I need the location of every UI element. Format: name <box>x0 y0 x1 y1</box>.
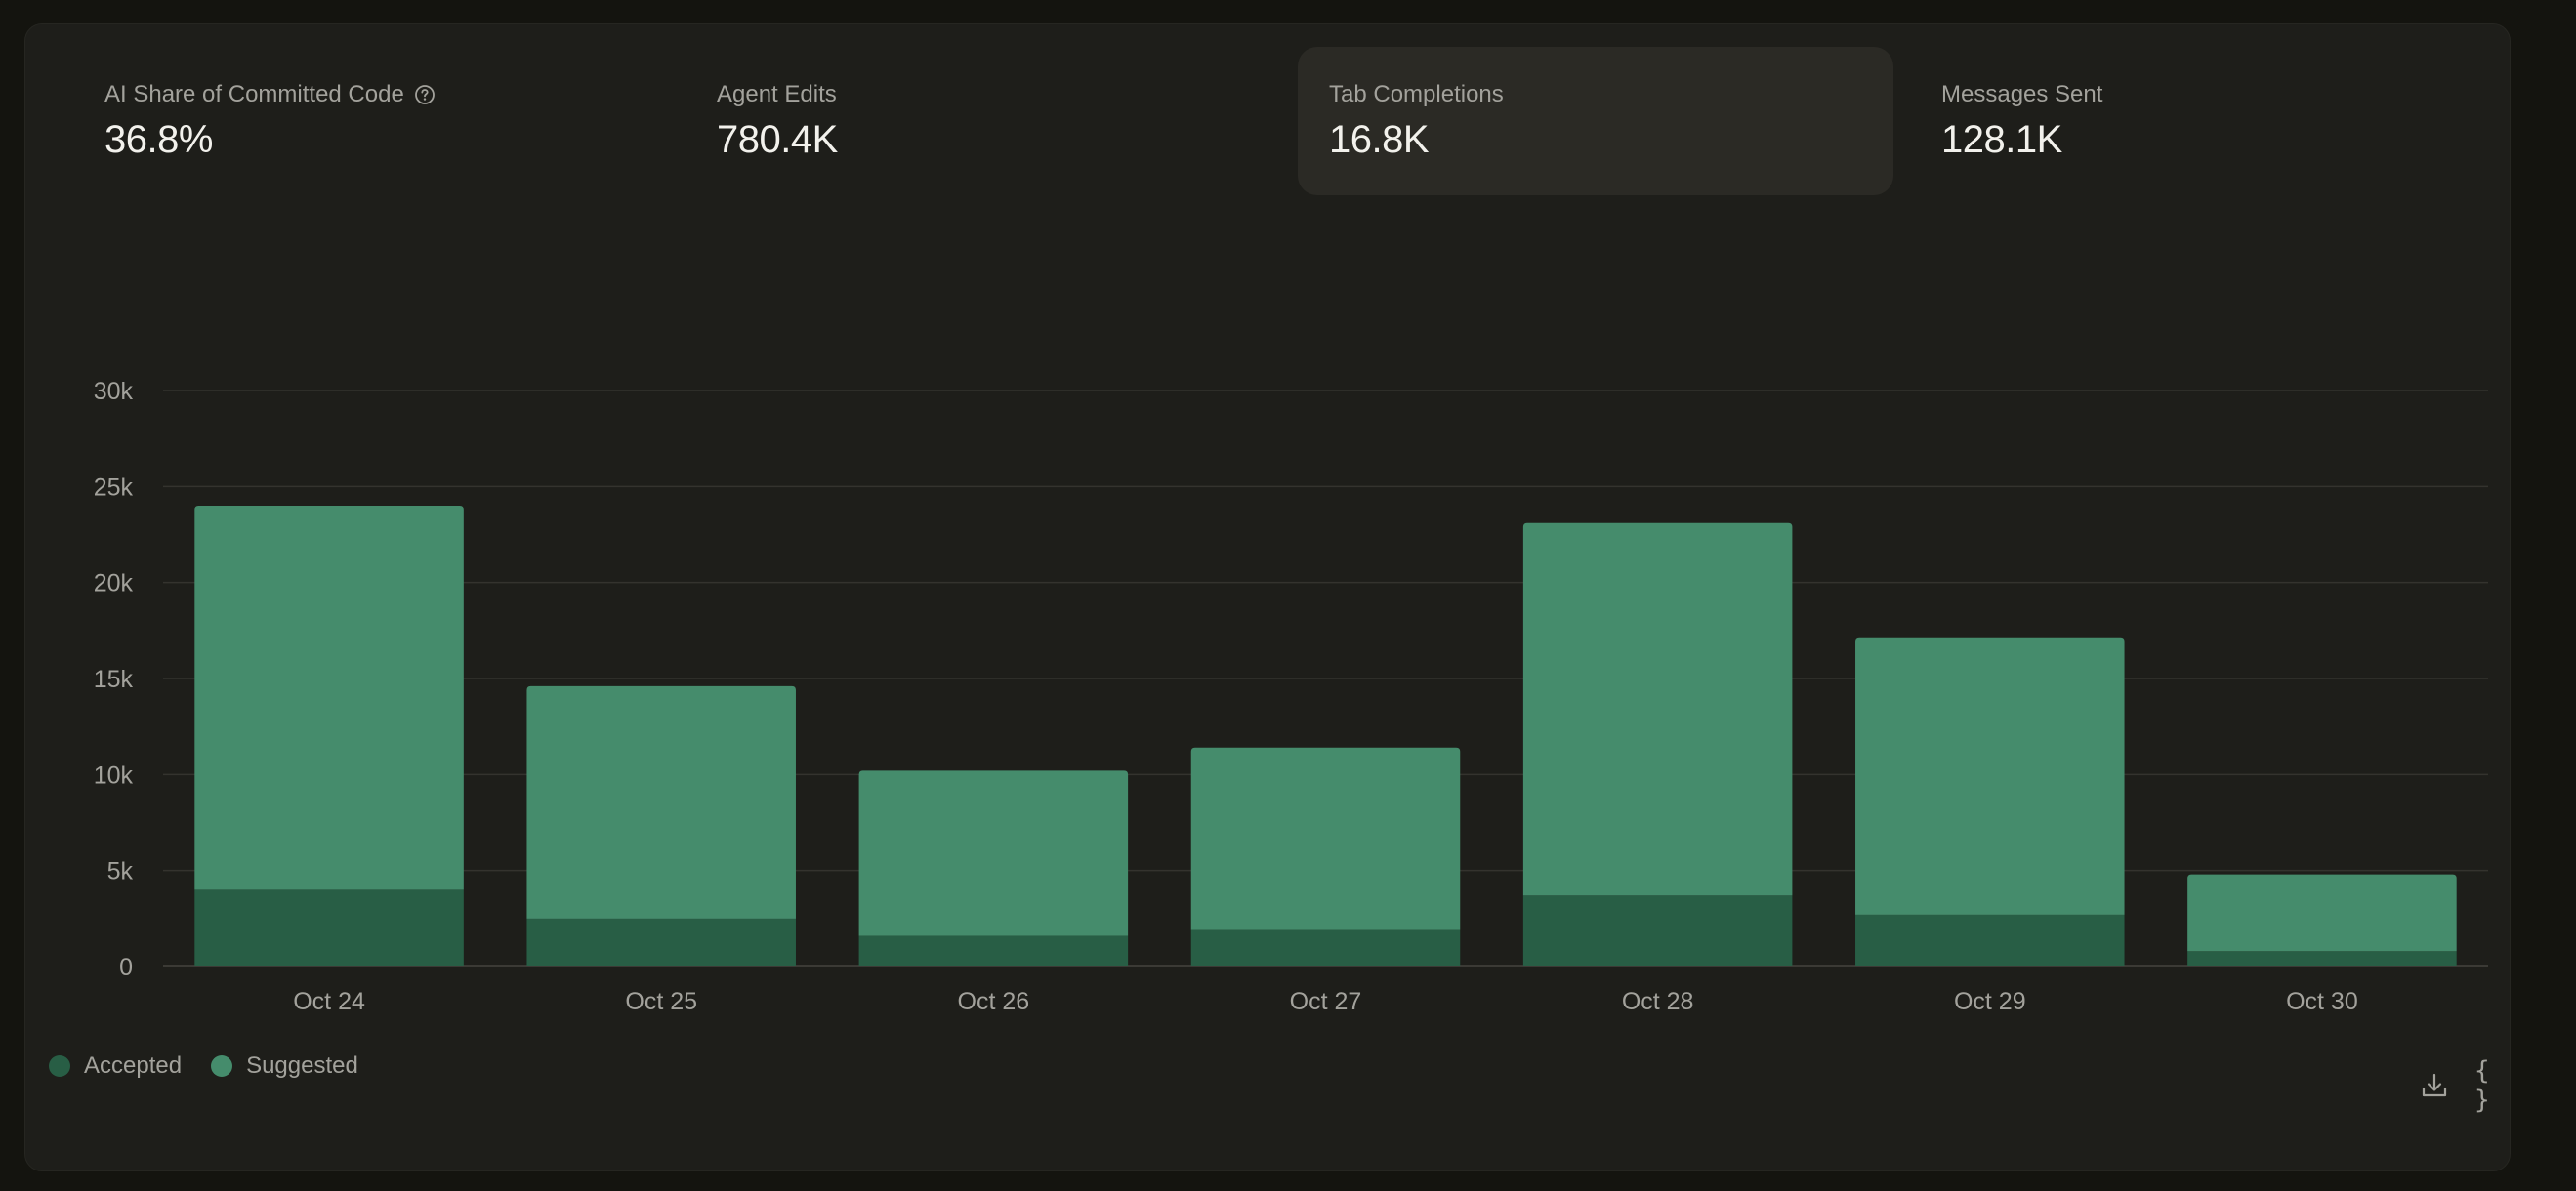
download-button[interactable] <box>2413 1064 2456 1107</box>
bar-accepted <box>1522 895 1793 966</box>
bar-accepted <box>194 889 464 966</box>
stat-messages-sent[interactable]: Messages Sent 128.1K <box>1910 47 2506 195</box>
bar-suggested <box>1855 637 2125 915</box>
y-tick-label: 10k <box>94 761 134 789</box>
x-tick-label: Oct 25 <box>625 988 697 1015</box>
y-tick-label: 0 <box>119 954 133 981</box>
stat-value: 36.8% <box>104 118 213 161</box>
stat-label: Agent Edits <box>717 81 837 107</box>
bar-suggested <box>1522 522 1793 896</box>
download-icon <box>2420 1071 2449 1100</box>
bar-suggested <box>526 685 796 919</box>
stat-value: 16.8K <box>1329 118 1430 161</box>
bar-accepted <box>2187 951 2457 966</box>
x-tick-label: Oct 27 <box>1290 988 1362 1015</box>
bar-accepted <box>1190 929 1461 966</box>
question-circle-icon[interactable] <box>414 84 436 105</box>
y-tick-label: 25k <box>94 473 134 501</box>
x-tick-label: Oct 26 <box>958 988 1030 1015</box>
legend-label: Suggested <box>246 1052 358 1079</box>
y-tick-label: 5k <box>107 858 134 885</box>
stat-ai-share[interactable]: AI Share of Committed Code 36.8% <box>73 47 669 195</box>
stat-label: AI Share of Committed Code <box>104 80 638 109</box>
y-tick-label: 15k <box>94 666 134 693</box>
legend-label: Accepted <box>84 1052 183 1079</box>
stat-value: 780.4K <box>717 118 838 161</box>
legend-swatch-suggested <box>211 1055 233 1077</box>
bar-suggested <box>858 770 1129 936</box>
view-json-button[interactable]: { } <box>2474 1056 2492 1115</box>
x-tick-label: Oct 28 <box>1622 988 1694 1015</box>
bar-accepted <box>858 935 1129 966</box>
legend-swatch-accepted <box>49 1055 70 1077</box>
bar-suggested <box>194 506 464 890</box>
y-tick-label: 30k <box>94 378 134 405</box>
stat-value: 128.1K <box>1941 118 2062 161</box>
legend-item-accepted[interactable]: Accepted <box>49 1052 182 1080</box>
stat-label: Messages Sent <box>1941 81 2103 107</box>
stat-label: Tab Completions <box>1329 81 1504 107</box>
x-tick-label: Oct 29 <box>1954 988 2026 1015</box>
x-tick-label: Oct 30 <box>2286 988 2358 1015</box>
stat-label-text: AI Share of Committed Code <box>104 81 404 107</box>
legend-item-suggested[interactable]: Suggested <box>211 1052 358 1080</box>
bar-accepted <box>1855 914 2125 966</box>
bar-suggested <box>1190 747 1461 930</box>
y-tick-label: 20k <box>94 570 134 597</box>
stat-agent-edits[interactable]: Agent Edits 780.4K <box>686 47 1281 195</box>
x-tick-label: Oct 24 <box>293 988 365 1015</box>
bar-accepted <box>526 918 796 966</box>
bar-suggested <box>2187 874 2457 952</box>
chart-legend: Accepted Suggested <box>49 1052 358 1080</box>
stat-tab-completions[interactable]: Tab Completions 16.8K <box>1298 47 1893 195</box>
